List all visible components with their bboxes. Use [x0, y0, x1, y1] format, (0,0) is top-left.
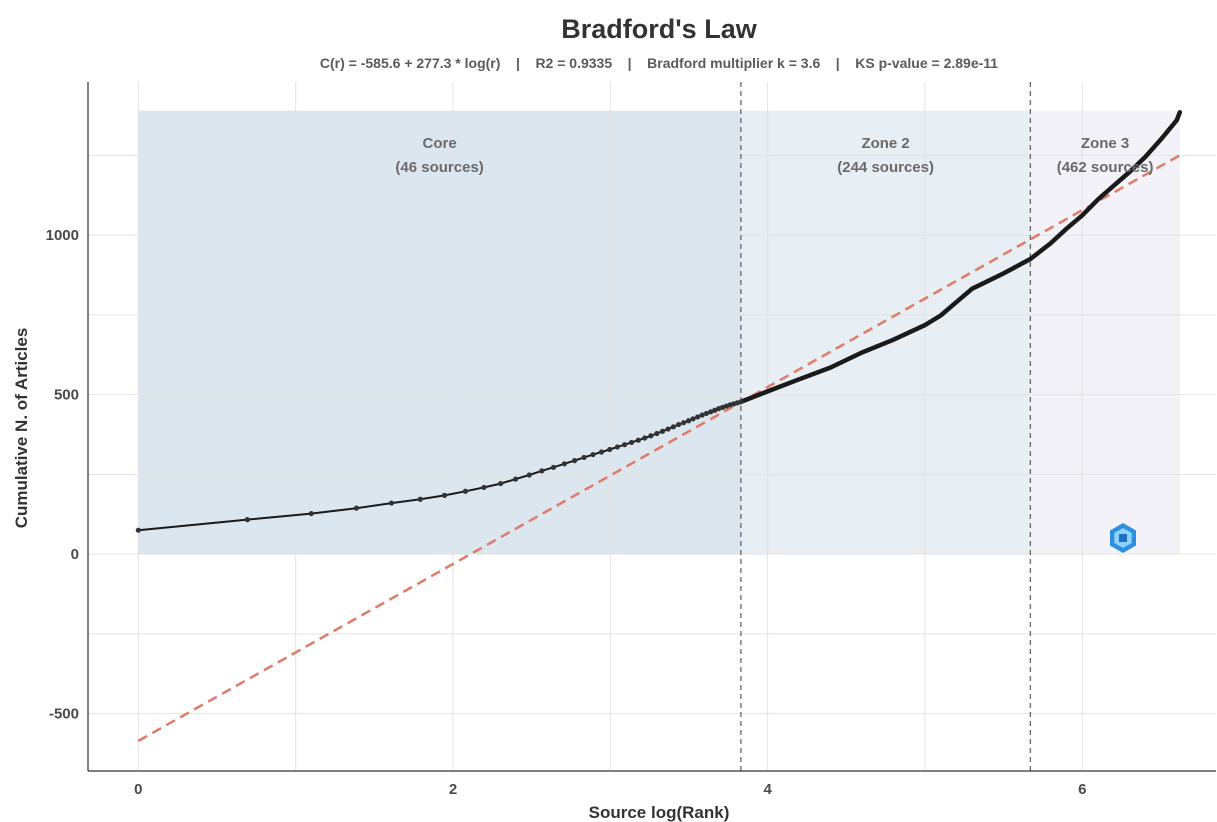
zones-layer	[138, 110, 1180, 555]
data-point	[685, 418, 692, 424]
axes-layer	[87, 82, 1216, 772]
x-tick-label: 6	[1078, 781, 1086, 798]
data-point	[417, 496, 423, 502]
data-point	[681, 420, 687, 426]
x-tick-label: 2	[449, 781, 457, 798]
data-point	[695, 414, 701, 420]
x-tick-label: 4	[763, 781, 772, 798]
zone-boundary-layer	[740, 82, 1032, 771]
data-point	[614, 444, 620, 450]
bibliometrix-logo-icon	[1110, 523, 1136, 553]
data-point	[654, 430, 660, 437]
zone-label-2: Zone 2	[861, 135, 909, 152]
data-point	[590, 451, 596, 458]
data-point	[388, 500, 395, 506]
data-point	[675, 421, 682, 428]
data-point	[642, 435, 648, 441]
data-point	[699, 412, 705, 418]
zone-label-1: Core	[423, 135, 457, 152]
tick-label-layer: 0 2 4 6 -500 0 500 1000	[46, 227, 1087, 798]
data-point	[703, 410, 710, 417]
data-point	[481, 484, 487, 491]
data-point	[308, 510, 314, 517]
data-point	[622, 442, 628, 448]
data-point	[498, 480, 504, 487]
x-tick-label: 0	[134, 781, 142, 798]
chart-subtitle: C(r) = -585.6 + 277.3 * log(r) | R2 = 0.…	[320, 55, 998, 71]
grid-layer	[88, 82, 1216, 771]
data-point	[244, 517, 250, 523]
data-point	[690, 416, 696, 422]
zone-sources-label-2: (244 sources)	[837, 159, 934, 176]
data-point	[628, 439, 635, 446]
data-point	[441, 492, 448, 498]
data-point	[738, 399, 744, 405]
data-point	[708, 409, 714, 415]
y-tick-label: 1000	[46, 227, 79, 244]
data-point	[462, 488, 469, 494]
data-point	[716, 406, 722, 412]
zone-band-3	[1030, 110, 1180, 555]
y-axis-title: Cumulative N. of Articles	[12, 328, 31, 529]
data-point	[665, 426, 671, 432]
y-tick-label: -500	[49, 706, 79, 723]
zone-label-layer: Core (46 sources) Zone 2 (244 sources) Zone …	[395, 135, 1153, 176]
zone-band-2	[740, 110, 1031, 555]
zone-sources-label-1: (46 sources)	[395, 159, 483, 176]
data-point	[561, 461, 567, 467]
zone-sources-label-3: (462 sources)	[1057, 159, 1154, 176]
y-tick-label: 0	[71, 546, 79, 563]
fit-line	[137, 154, 1181, 742]
fit-line-layer	[137, 154, 1181, 742]
data-point	[571, 458, 578, 464]
series-line-tail	[738, 110, 1183, 405]
data-point	[526, 472, 532, 478]
data-point	[539, 468, 545, 474]
data-point	[581, 454, 587, 461]
data-point	[635, 437, 641, 443]
series-layer	[135, 110, 1183, 533]
data-point	[550, 464, 557, 470]
chart-title: Bradford's Law	[561, 14, 757, 44]
data-point	[598, 449, 605, 455]
x-axis-title: Source log(Rank)	[589, 803, 730, 822]
data-point	[607, 446, 613, 453]
data-point	[513, 476, 519, 482]
zone-label-3: Zone 3	[1081, 135, 1129, 152]
y-tick-label: 500	[54, 387, 79, 404]
data-point	[659, 428, 666, 434]
data-point	[135, 527, 141, 533]
zone-band-1	[138, 110, 741, 555]
data-point	[353, 505, 359, 511]
data-point	[670, 424, 676, 430]
data-point	[648, 433, 654, 439]
data-point	[712, 407, 718, 413]
